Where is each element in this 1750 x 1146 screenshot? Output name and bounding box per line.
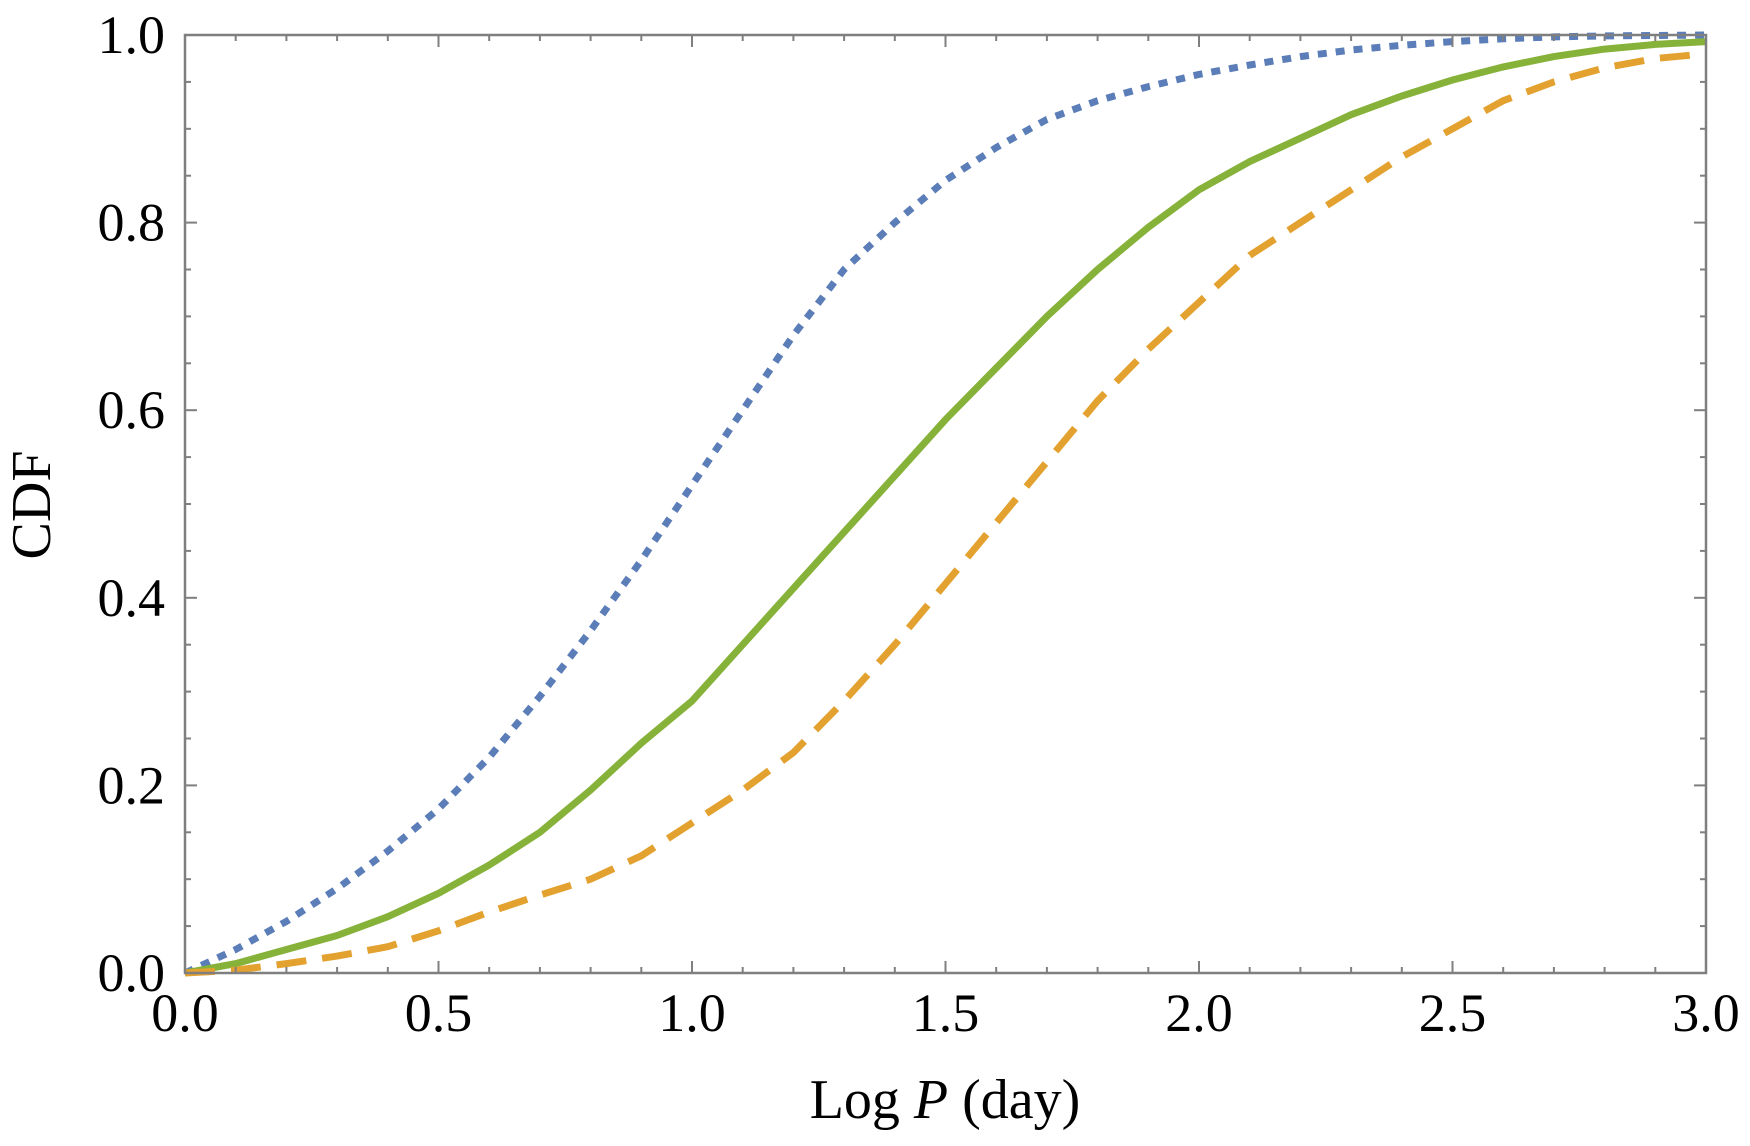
y-tick-label: 0.4 — [98, 568, 166, 628]
x-axis-title: Log P (day) — [810, 1069, 1081, 1131]
x-axis-title-prefix: Log — [810, 1069, 914, 1131]
x-axis-title-suffix: (day) — [948, 1069, 1080, 1131]
tick-layer — [184, 34, 1707, 974]
x-tick-label: 3.0 — [1672, 983, 1740, 1043]
y-tick-label: 0.0 — [98, 943, 166, 1003]
label-layer: 0.0 0.5 1.0 1.5 2.0 2.5 3.0 0.0 0.2 0.4 0.6 0.8 1.0 — [98, 5, 1740, 1043]
x-tick-label: 0.0 — [151, 983, 219, 1043]
series-line-solid-green — [184, 38, 1707, 977]
y-tick-label: 0.2 — [98, 755, 166, 815]
y-axis-title: CDF — [1, 451, 63, 560]
series-line-dashed-orange — [184, 50, 1707, 977]
y-tick-label: 0.8 — [98, 193, 166, 253]
x-tick-label: 1.5 — [912, 983, 980, 1043]
x-tick-label: 0.5 — [405, 983, 473, 1043]
series-layer — [183, 31, 1707, 977]
y-tick-label: 0.6 — [98, 380, 166, 440]
plot-frame — [183, 33, 1708, 975]
x-tick-label: 2.0 — [1165, 983, 1233, 1043]
y-tick-label: 1.0 — [98, 5, 166, 65]
x-tick-label: 1.0 — [658, 983, 726, 1043]
x-axis-title-variable: P — [913, 1069, 948, 1131]
x-tick-label: 2.5 — [1419, 983, 1487, 1043]
series-line-dotted-blue — [183, 31, 1707, 977]
